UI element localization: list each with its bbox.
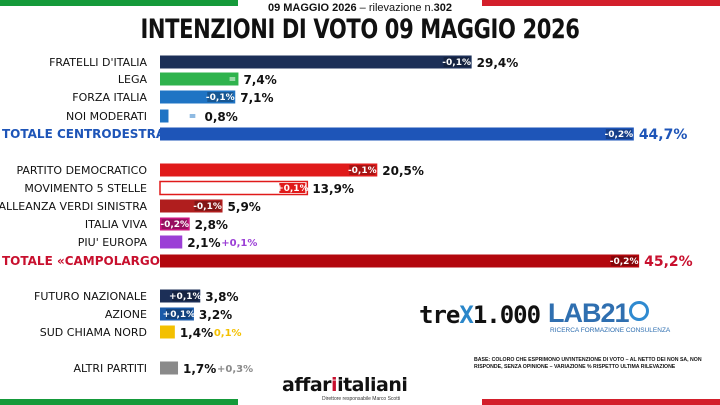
change-label: +0,1% <box>169 292 202 302</box>
flag-red-stripe <box>482 0 720 6</box>
category-label: MOVIMENTO 5 STELLE <box>24 182 147 195</box>
bar <box>160 254 640 268</box>
bar <box>160 361 179 375</box>
value-label: 3,8% <box>205 290 238 304</box>
chart-title: INTENZIONI DI VOTO 09 MAGGIO 2026 <box>140 14 580 45</box>
bar <box>159 180 309 196</box>
change-label: +0,1% <box>276 184 309 194</box>
change-label: -0,2% <box>160 220 189 230</box>
change-badge <box>194 201 221 211</box>
change-label: -0,1% <box>193 202 222 212</box>
change-badge <box>165 309 192 319</box>
category-label: TOTALE CENTRODESTRA <box>2 127 166 141</box>
category-label: PIU' EUROPA <box>78 236 148 249</box>
change-label: -0,1% <box>348 166 377 176</box>
flag-green-stripe-bottom <box>0 399 238 405</box>
value-label: 45,2% <box>644 254 693 270</box>
change-label: -0,2% <box>604 130 633 140</box>
lab21-tagline: RICERCA FORMAZIONE CONSULENZA <box>550 327 671 334</box>
survey-number: 302 <box>433 2 453 14</box>
value-label: 1,4% <box>180 326 213 340</box>
category-label: ALTRI PARTITI <box>74 362 147 375</box>
bar <box>160 72 239 86</box>
flag-red-stripe-bottom <box>482 399 720 405</box>
category-label: FORZA ITALIA <box>72 91 147 104</box>
category-label: AZIONE <box>105 308 147 321</box>
value-label: 13,9% <box>312 182 354 196</box>
change-badge <box>207 92 234 102</box>
affaritaliani-logo: affariitaliani <box>282 374 408 396</box>
change-badge <box>605 129 632 139</box>
category-label: NOI MODERATI <box>66 110 147 123</box>
methodology-note: BASE: COLORO CHE ESPRIMONO UN'INTENZIONE… <box>474 357 702 370</box>
change-badge <box>611 256 638 266</box>
category-label: TOTALE «CAMPOLARGO» <box>2 254 168 268</box>
category-label: ALLEANZA VERDI SINISTRA <box>0 200 147 213</box>
bar <box>160 235 183 249</box>
change-label: +0,1% <box>221 238 257 249</box>
change-label: -0,1% <box>442 58 471 68</box>
survey-date-line: 09 MAGGIO 2026 – rilevazione n.302 <box>0 2 720 14</box>
value-label: 29,4% <box>477 56 519 70</box>
change-label: = <box>189 112 197 122</box>
category-label: PARTITO DEMOCRATICO <box>16 164 147 177</box>
change-badge <box>161 219 188 229</box>
change-label: +0,1% <box>163 310 196 320</box>
change-label: = <box>229 75 237 85</box>
change-label: -0,2% <box>610 257 639 267</box>
change-label: +0,3% <box>217 364 253 375</box>
brand-subtitle: Direttore responsabile Marco Scotti <box>322 396 401 402</box>
bar <box>160 307 194 321</box>
category-label: ITALIA VIVA <box>85 218 148 231</box>
flag-green-stripe <box>0 0 238 6</box>
value-label: 7,4% <box>243 73 276 87</box>
change-label: 0,1% <box>214 328 242 339</box>
bar <box>160 163 378 177</box>
value-label: 1,7% <box>183 362 216 376</box>
category-label: SUD CHIAMA NORD <box>40 326 147 339</box>
lab21-circle-icon <box>629 301 649 321</box>
lab21-logo: LAB21 <box>548 298 630 328</box>
value-label: 3,2% <box>199 308 232 322</box>
bar <box>160 217 190 231</box>
trex-logo: treX1.000 <box>419 301 541 329</box>
bar <box>160 55 472 69</box>
change-badge <box>172 291 199 301</box>
value-label: 5,9% <box>228 200 261 214</box>
survey-date: 09 MAGGIO 2026 <box>267 2 357 14</box>
change-badge <box>443 57 470 67</box>
value-label: 20,5% <box>382 164 424 178</box>
bar <box>160 109 169 123</box>
survey-label: – rilevazione n. <box>356 2 434 14</box>
bar <box>160 199 223 213</box>
change-badge <box>279 183 306 193</box>
change-badge <box>349 165 376 175</box>
value-label: 44,7% <box>639 127 688 143</box>
bar <box>160 90 236 104</box>
value-label: 2,1% <box>187 236 220 250</box>
category-label: FUTURO NAZIONALE <box>34 290 147 303</box>
value-label: 7,1% <box>240 91 273 105</box>
bar <box>160 325 175 339</box>
bar <box>160 289 201 303</box>
value-label: 0,8% <box>204 110 237 124</box>
value-label: 2,8% <box>195 218 228 232</box>
bar <box>160 127 634 141</box>
change-label: -0,1% <box>206 93 235 103</box>
category-label: FRATELLI D'ITALIA <box>49 56 147 69</box>
category-label: LEGA <box>118 73 148 86</box>
